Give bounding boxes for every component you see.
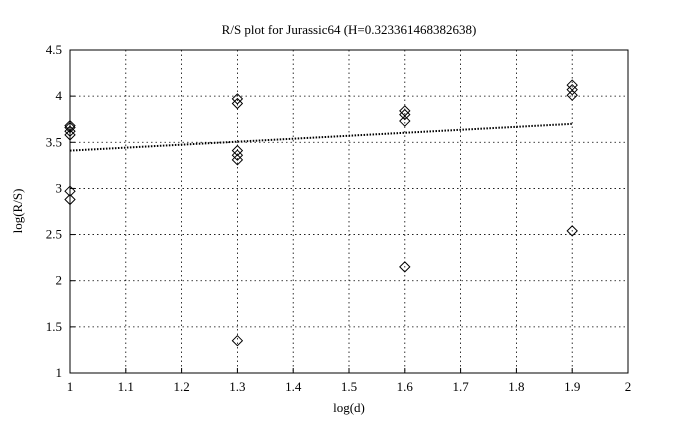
marker [64,125,76,137]
marker [64,129,76,141]
x-tick-label: 1.6 [397,379,414,394]
x-tick-label: 1.9 [564,379,580,394]
marker [399,115,411,127]
y-tick-label: 4 [56,88,63,103]
marker [399,261,411,273]
marker [231,149,244,161]
x-tick-label: 1.5 [341,379,357,394]
chart-title: R/S plot for Jurassic64 (H=0.32336146838… [222,22,477,37]
x-tick-label: 1.7 [452,379,469,394]
marker [64,121,76,134]
marker [64,193,76,206]
y-tick-label: 3 [56,180,63,195]
marker [566,225,578,237]
y-tick-label: 1 [56,365,63,380]
marker [231,93,244,105]
plot-frame [69,49,629,374]
marker [231,154,244,166]
x-tick-label: 1.3 [229,379,245,394]
x-tick-label: 1.1 [118,379,134,394]
x-tick-label: 1.4 [285,379,302,394]
y-axis-label: log(R/S) [10,189,25,234]
marker [566,83,578,96]
marker [64,119,76,132]
x-tick-label: 2 [625,379,632,394]
x-tick-label: 1.8 [508,379,524,394]
x-axis-label: log(d) [333,400,365,415]
y-tick-label: 4.5 [46,42,62,57]
y-tick-label: 3.5 [46,134,62,149]
y-tick-label: 2 [56,273,63,288]
x-tick-label: 1 [67,379,74,394]
marker [566,89,578,101]
y-tick-label: 2.5 [46,227,62,242]
fit-line [69,122,573,152]
marker [231,97,244,110]
marker [64,185,76,197]
marker [231,334,244,347]
y-tick-label: 1.5 [46,319,62,334]
marker [231,144,244,157]
x-tick-label: 1.2 [173,379,189,394]
marker [399,108,411,121]
